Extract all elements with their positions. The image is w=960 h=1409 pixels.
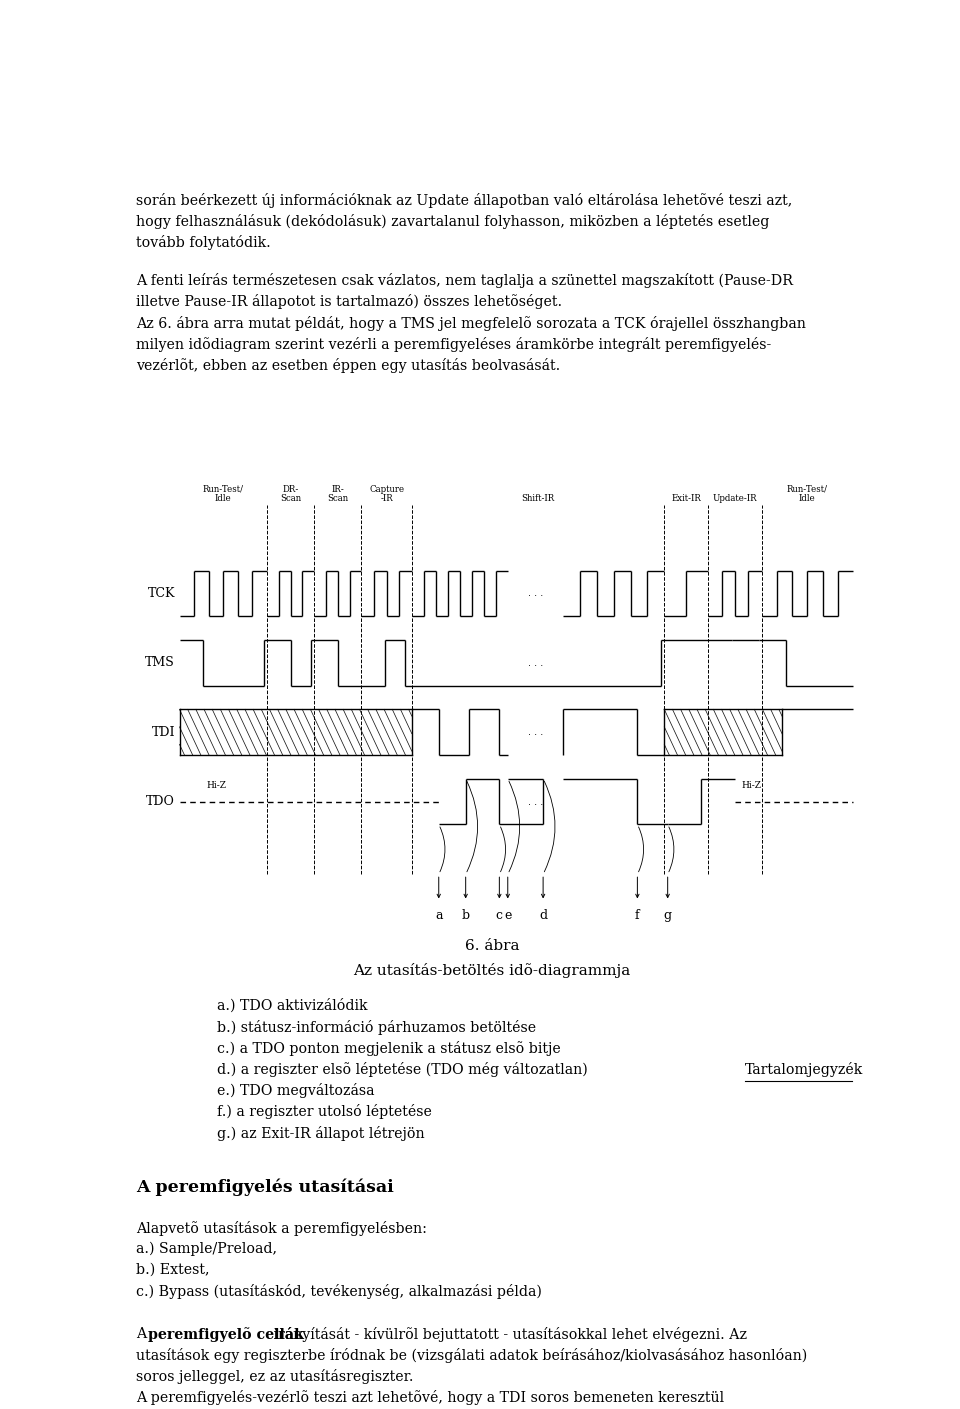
Text: Hi-Z: Hi-Z bbox=[742, 781, 761, 790]
Text: Tartalomjegyzék: Tartalomjegyzék bbox=[745, 1062, 863, 1076]
Text: b.) Extest,: b.) Extest, bbox=[136, 1262, 210, 1277]
Text: irányítását - kívülrõl bejuttatott - utasításokkal lehet elvégezni. Az: irányítását - kívülrõl bejuttatott - uta… bbox=[269, 1326, 747, 1341]
Text: e.) TDO megváltozása: e.) TDO megváltozása bbox=[217, 1084, 374, 1098]
Text: Az 6. ábra arra mutat példát, hogy a TMS jel megfelelõ sorozata a TCK órajellel : Az 6. ábra arra mutat példát, hogy a TMS… bbox=[136, 316, 806, 331]
Text: A fenti leírás természetesen csak vázlatos, nem taglalja a szünettel magszakítot: A fenti leírás természetesen csak vázlat… bbox=[136, 273, 793, 289]
Text: . . .: . . . bbox=[528, 658, 543, 668]
Text: illetve Pause-IR állapotot is tartalmazó) összes lehetõséget.: illetve Pause-IR állapotot is tartalmazó… bbox=[136, 294, 563, 310]
Text: Update-IR: Update-IR bbox=[712, 495, 757, 503]
Text: peremfigyelõ cellák: peremfigyelõ cellák bbox=[148, 1326, 303, 1341]
Text: a: a bbox=[435, 909, 443, 921]
Text: A peremfigyelés-vezérlõ teszi azt lehetõvé, hogy a TDI soros bemeneten keresztül: A peremfigyelés-vezérlõ teszi azt lehetõ… bbox=[136, 1391, 725, 1405]
Text: c.) a TDO ponton megjelenik a státusz elsõ bitje: c.) a TDO ponton megjelenik a státusz el… bbox=[217, 1041, 561, 1055]
Text: . . .: . . . bbox=[528, 589, 543, 599]
Text: utasítások egy regiszterbe íródnak be (vizsgálati adatok beírásához/kiolvasásáho: utasítások egy regiszterbe íródnak be (v… bbox=[136, 1347, 807, 1363]
Text: A peremfigyelés utasításai: A peremfigyelés utasításai bbox=[136, 1178, 395, 1196]
Text: c.) Bypass (utasításkód, tevékenység, alkalmazási példa): c.) Bypass (utasításkód, tevékenység, al… bbox=[136, 1284, 542, 1299]
Text: TDI: TDI bbox=[152, 726, 175, 738]
Text: . . .: . . . bbox=[528, 796, 543, 806]
Text: f: f bbox=[636, 909, 639, 921]
Text: Alapvetõ utasítások a peremfigyelésben:: Alapvetõ utasítások a peremfigyelésben: bbox=[136, 1220, 427, 1236]
Text: a.) Sample/Preload,: a.) Sample/Preload, bbox=[136, 1241, 277, 1257]
Text: milyen idõdiagram szerint vezérli a peremfigyeléses áramkörbe integrált peremfig: milyen idõdiagram szerint vezérli a pere… bbox=[136, 337, 772, 352]
Text: Exit-IR: Exit-IR bbox=[671, 495, 701, 503]
Text: Hi-Z: Hi-Z bbox=[206, 781, 227, 790]
Text: tovább folytatódik.: tovább folytatódik. bbox=[136, 235, 271, 251]
Text: a.) TDO aktivizálódik: a.) TDO aktivizálódik bbox=[217, 999, 368, 1013]
Text: A: A bbox=[136, 1326, 151, 1340]
Text: soros jelleggel, ez az utasításregiszter.: soros jelleggel, ez az utasításregiszter… bbox=[136, 1370, 414, 1384]
Text: TDO: TDO bbox=[146, 795, 175, 809]
Text: Capture
-IR: Capture -IR bbox=[369, 485, 404, 503]
Text: 6. ábra: 6. ábra bbox=[465, 940, 519, 954]
Text: d: d bbox=[540, 909, 547, 921]
Text: f.) a regiszter utolsó léptetése: f.) a regiszter utolsó léptetése bbox=[217, 1105, 432, 1119]
Text: g: g bbox=[663, 909, 672, 921]
Text: Az utasítás-betöltés idõ-diagrammja: Az utasítás-betöltés idõ-diagrammja bbox=[353, 962, 631, 978]
Text: során beérkezett új információknak az Update állapotban való eltárolása lehetõvé: során beérkezett új információknak az Up… bbox=[136, 193, 793, 209]
Text: DR-
Scan: DR- Scan bbox=[280, 485, 301, 503]
Text: c: c bbox=[496, 909, 503, 921]
Text: Run-Test/
Idle: Run-Test/ Idle bbox=[787, 485, 828, 503]
Text: e: e bbox=[504, 909, 512, 921]
Text: d.) a regiszter elsõ léptetése (TDO még változatlan): d.) a regiszter elsõ léptetése (TDO még … bbox=[217, 1062, 588, 1076]
Text: b.) státusz-információ párhuzamos betöltése: b.) státusz-információ párhuzamos betölt… bbox=[217, 1020, 536, 1034]
Text: Shift-IR: Shift-IR bbox=[521, 495, 555, 503]
Text: TCK: TCK bbox=[148, 586, 175, 600]
Text: g.) az Exit-IR állapot létrejön: g.) az Exit-IR állapot létrejön bbox=[217, 1126, 424, 1140]
Text: TMS: TMS bbox=[145, 657, 175, 669]
Text: . . .: . . . bbox=[528, 727, 543, 737]
Text: hogy felhasználásuk (dekódolásuk) zavartalanul folyhasson, miközben a léptetés e: hogy felhasználásuk (dekódolásuk) zavart… bbox=[136, 214, 770, 230]
Text: IR-
Scan: IR- Scan bbox=[327, 485, 348, 503]
Text: b: b bbox=[462, 909, 469, 921]
Text: Run-Test/
Idle: Run-Test/ Idle bbox=[203, 485, 244, 503]
Text: vezérlõt, ebben az esetben éppen egy utasítás beolvasását.: vezérlõt, ebben az esetben éppen egy uta… bbox=[136, 358, 561, 373]
